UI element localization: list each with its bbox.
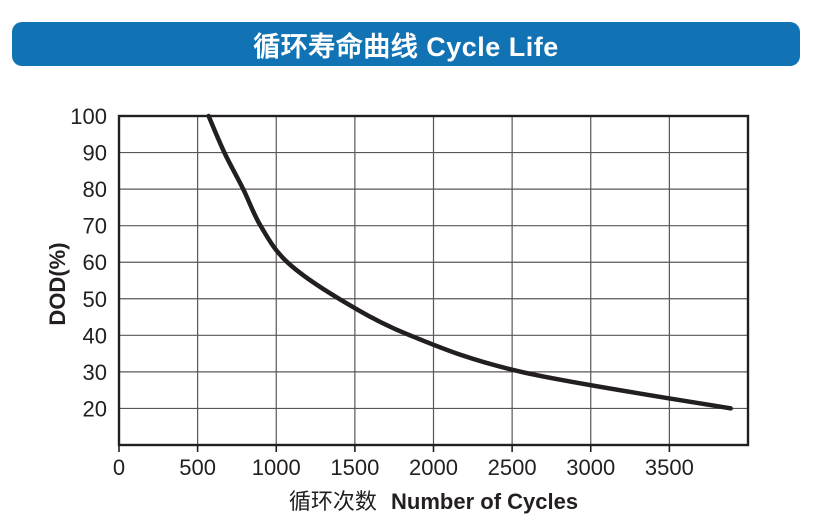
- y-tick-label: 60: [83, 250, 107, 275]
- y-axis-title: DOD(%): [45, 242, 70, 326]
- cycle-life-curve: [206, 113, 733, 411]
- x-tick-label: 2000: [409, 455, 458, 480]
- y-tick-label: 100: [70, 104, 107, 129]
- y-tick-label: 50: [83, 287, 107, 312]
- y-tick-label: 30: [83, 360, 107, 385]
- title-banner: 循环寿命曲线 Cycle Life: [12, 22, 800, 66]
- y-tick-label: 80: [83, 177, 107, 202]
- x-tick-label: 500: [179, 455, 216, 480]
- x-axis-title-en: Number of Cycles: [391, 489, 579, 514]
- x-tick-label: 2500: [488, 455, 537, 480]
- page-title: 循环寿命曲线 Cycle Life: [253, 31, 559, 62]
- x-axis-title-cn: 循环次数: [288, 489, 377, 514]
- y-tick-label: 40: [83, 323, 107, 348]
- y-tick-label: 20: [83, 396, 107, 421]
- x-axis-title: 循环次数 Number of Cycles: [119, 484, 748, 516]
- x-tick-label: 1500: [330, 455, 379, 480]
- x-tick-label: 3000: [566, 455, 615, 480]
- y-tick-label: 90: [83, 141, 107, 166]
- x-tick-label: 0: [113, 455, 125, 480]
- x-tick-label: 3500: [645, 455, 694, 480]
- y-tick-label: 70: [83, 214, 107, 239]
- x-tick-label: 1000: [252, 455, 301, 480]
